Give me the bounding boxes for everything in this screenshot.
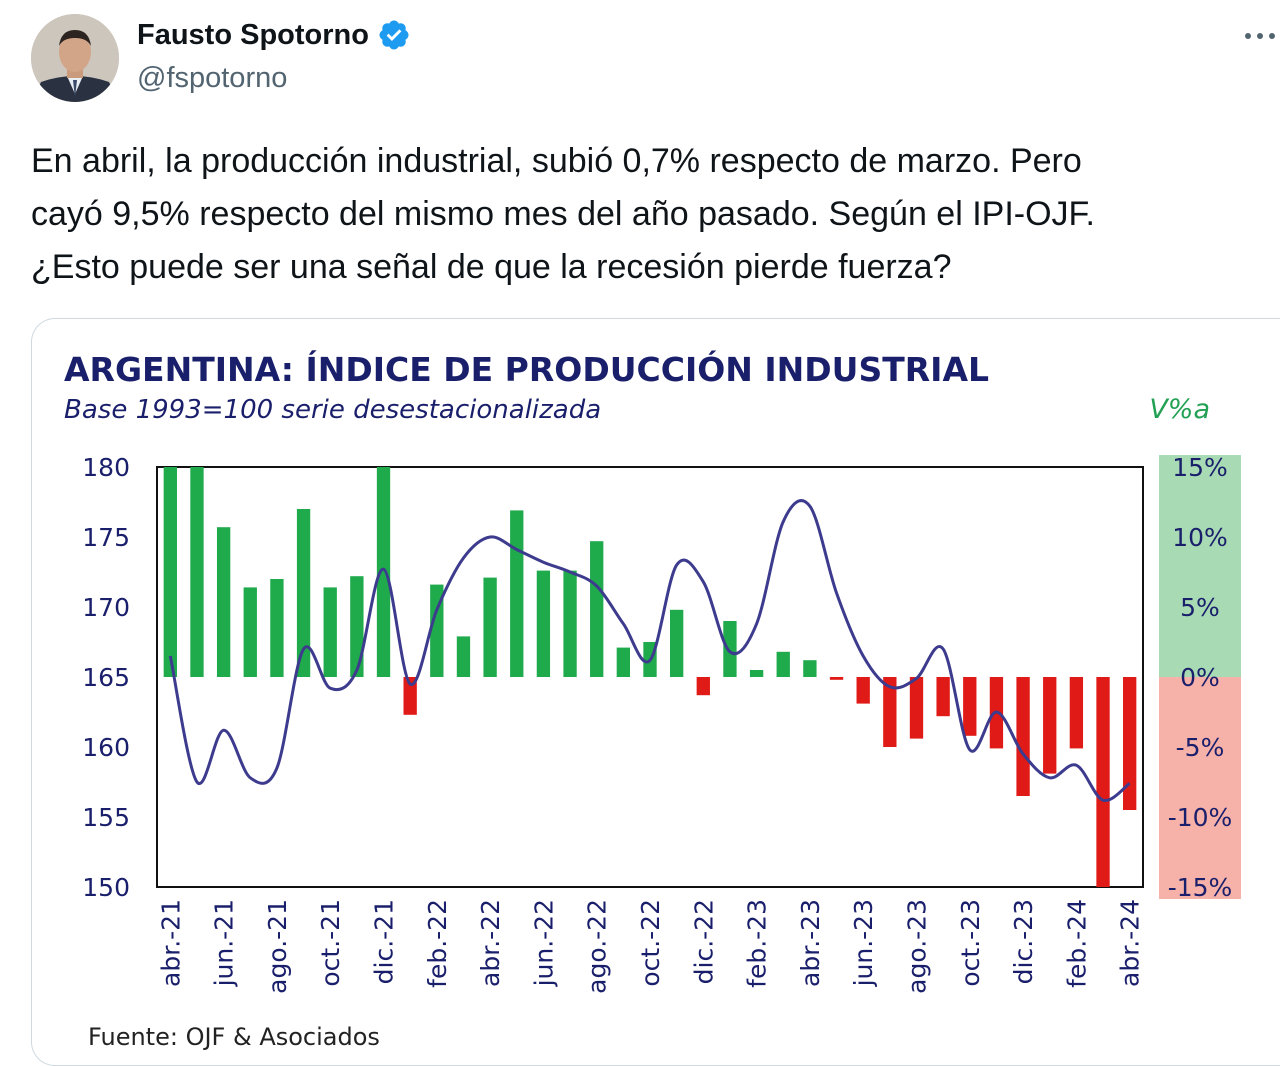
x-tick-label: abr.-23 bbox=[796, 899, 825, 987]
chart-source: Fuente: OJF & Asociados bbox=[88, 1023, 380, 1051]
chart-bar bbox=[590, 541, 604, 677]
chart-bar bbox=[669, 609, 684, 677]
tweet-media-chart[interactable]: 180 175 170 165 160 155 150 15% 10% 5% 0% -5% -10% -… bbox=[31, 318, 1280, 1066]
x-tick-label: oct.-22 bbox=[636, 899, 665, 987]
chart-title: ARGENTINA: ÍNDICE DE PRODUCCIÓN INDUSTRI… bbox=[64, 349, 989, 389]
chart-bar bbox=[216, 527, 231, 677]
chart-bar bbox=[403, 677, 417, 715]
chart-bar bbox=[163, 467, 177, 677]
chart-bar bbox=[883, 677, 897, 747]
right-tick-label: 0% bbox=[1180, 663, 1220, 692]
chart-bar bbox=[1016, 677, 1030, 796]
x-tick-label: abr.-21 bbox=[156, 899, 185, 987]
right-tick-label: -5% bbox=[1176, 733, 1225, 762]
avatar[interactable] bbox=[31, 14, 119, 102]
x-tick-label: dic.-23 bbox=[1009, 899, 1038, 984]
chart-bar bbox=[963, 677, 977, 736]
chart-bar bbox=[749, 670, 764, 677]
chart-bar bbox=[376, 467, 391, 677]
x-tick-label: feb.-22 bbox=[423, 899, 452, 988]
chart-bar bbox=[510, 510, 524, 677]
chart-svg: 180 175 170 165 160 155 150 15% 10% 5% 0% -5% -10% -… bbox=[64, 349, 1241, 1051]
right-tick-label: 5% bbox=[1180, 593, 1220, 622]
plot-frame bbox=[156, 466, 1144, 888]
tweet-text-line: cayó 9,5% respecto del mismo mes del año… bbox=[31, 195, 1095, 233]
chart-bar bbox=[936, 677, 950, 717]
chart-bar bbox=[536, 570, 551, 677]
chart-bar bbox=[829, 677, 844, 680]
verified-badge-icon bbox=[377, 18, 411, 52]
right-tick-label: -10% bbox=[1168, 803, 1233, 832]
x-tick-label: oct.-23 bbox=[956, 899, 985, 987]
x-tick-label: abr.-24 bbox=[1116, 899, 1145, 987]
left-tick-label: 155 bbox=[82, 803, 130, 832]
x-tick-label: oct.-21 bbox=[316, 899, 345, 987]
left-tick-label: 160 bbox=[82, 733, 130, 762]
chart-bar bbox=[270, 579, 284, 677]
left-tick-label: 170 bbox=[82, 593, 130, 622]
chart-subtitle: Base 1993=100 serie desestacionalizada bbox=[64, 395, 601, 425]
chart-bar bbox=[776, 651, 790, 677]
author-handle[interactable]: @fspotorno bbox=[137, 62, 288, 94]
x-tick-label: feb.-23 bbox=[743, 899, 772, 988]
x-tick-label: abr.-22 bbox=[476, 899, 505, 987]
chart-bar bbox=[723, 621, 737, 677]
chart-bar bbox=[456, 636, 471, 677]
x-tick-label: jun.-22 bbox=[529, 899, 558, 987]
x-tick-label: jun.-21 bbox=[210, 899, 239, 987]
chart-bar bbox=[1069, 677, 1084, 749]
x-tick-label: jun.-23 bbox=[849, 899, 878, 987]
chart-bar bbox=[803, 660, 817, 677]
right-axis-label: V%a bbox=[1149, 394, 1210, 425]
left-tick-label: 180 bbox=[82, 453, 130, 482]
x-tick-label: ago.-23 bbox=[902, 899, 931, 994]
author-name-row[interactable]: Fausto Spotorno bbox=[137, 18, 411, 52]
chart-bar bbox=[1043, 677, 1057, 774]
more-horizontal-icon[interactable] bbox=[1240, 16, 1280, 56]
series-line bbox=[168, 499, 1131, 802]
left-tick-label: 175 bbox=[82, 523, 130, 552]
chart-bar bbox=[243, 587, 257, 677]
left-tick-label: 150 bbox=[82, 873, 130, 902]
right-tick-label: 15% bbox=[1172, 453, 1228, 482]
chart-bar bbox=[909, 677, 924, 739]
author-name[interactable]: Fausto Spotorno bbox=[137, 18, 369, 51]
chart-bar bbox=[856, 677, 870, 704]
chart-bar bbox=[430, 584, 444, 677]
chart-bar bbox=[563, 570, 577, 677]
tweet-text: En abril, la producción industrial, subi… bbox=[31, 135, 1271, 294]
chart-bar bbox=[616, 647, 631, 677]
x-tick-label: dic.-22 bbox=[689, 899, 718, 984]
x-tick-label: ago.-21 bbox=[263, 899, 292, 994]
right-tick-label: -15% bbox=[1168, 873, 1233, 902]
tweet-text-line: ¿Esto puede ser una señal de que la rece… bbox=[31, 248, 952, 286]
right-tick-label: 10% bbox=[1172, 523, 1228, 552]
chart-bar bbox=[1096, 677, 1110, 887]
chart-bar bbox=[696, 677, 710, 696]
positive-band bbox=[1159, 455, 1241, 677]
chart-bar bbox=[296, 509, 311, 677]
chart-bar bbox=[350, 576, 364, 677]
x-tick-label: dic.-21 bbox=[370, 899, 399, 984]
tweet-text-line: En abril, la producción industrial, subi… bbox=[31, 142, 1082, 180]
x-tick-label: feb.-24 bbox=[1062, 899, 1091, 988]
chart-bar bbox=[323, 587, 337, 677]
left-tick-label: 165 bbox=[82, 663, 130, 692]
x-tick-label: ago.-22 bbox=[583, 899, 612, 994]
chart-bar bbox=[190, 467, 204, 677]
negative-band bbox=[1159, 677, 1241, 899]
chart-bar bbox=[1123, 677, 1137, 810]
chart-bar bbox=[483, 577, 497, 677]
